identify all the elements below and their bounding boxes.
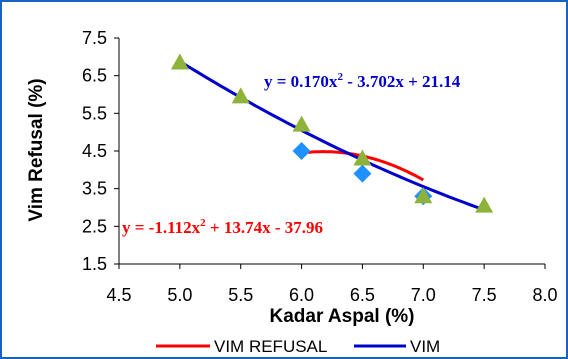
vim-point-marker <box>414 187 433 204</box>
x-tick-label: 7.5 <box>472 285 497 305</box>
y-axis-title: Vim Refusal (%) <box>26 78 47 221</box>
x-tick-label: 7.0 <box>411 285 436 305</box>
vim-refusal-point-marker <box>292 142 311 160</box>
x-tick-label: 4.5 <box>106 285 131 305</box>
y-tick-label: 5.5 <box>82 103 107 123</box>
legend: VIM REFUSAL VIM <box>156 337 440 356</box>
y-tick-label: 2.5 <box>82 216 107 236</box>
vim-equation-exp: 2 <box>337 71 343 83</box>
x-tick-label: 8.0 <box>532 285 557 305</box>
vim-point-marker <box>231 87 250 104</box>
y-tick-label: 6.5 <box>82 66 107 86</box>
data-markers <box>170 53 494 213</box>
vim-refusal-equation: y = -1.112x2 + 13.74x - 37.96 <box>122 217 323 237</box>
y-tick-labels: 1.5 2.5 3.5 4.5 5.5 6.5 7.5 <box>82 28 107 274</box>
vim-equation-part1: y = 0.170x <box>264 72 338 91</box>
x-tick-label: 6.5 <box>350 285 375 305</box>
y-tick-label: 1.5 <box>82 254 107 274</box>
vim-point-marker <box>292 115 311 132</box>
vim-equation: y = 0.170x2 - 3.702x + 21.14 <box>264 71 461 91</box>
vim-refusal-equation-part1: y = -1.112x <box>122 218 201 237</box>
vim-refusal-equation-exp: 2 <box>200 217 206 229</box>
vim-refusal-equation-part2: + 13.74x - 37.96 <box>206 218 323 237</box>
vim-point-marker <box>170 53 189 70</box>
x-tick-label: 6.0 <box>289 285 314 305</box>
x-tick-label: 5.0 <box>167 285 192 305</box>
vim-trendline <box>179 60 485 212</box>
y-tick-label: 3.5 <box>82 179 107 199</box>
vim-point-marker <box>475 196 494 213</box>
axes <box>114 37 546 269</box>
x-tick-labels: 4.5 5.0 5.5 6.0 6.5 7.0 7.5 8.0 <box>106 285 557 305</box>
vim-refusal-point-marker <box>353 164 372 183</box>
x-tick-label: 5.5 <box>228 285 253 305</box>
x-axis-title: Kadar Aspal (%) <box>270 306 415 327</box>
vim-equation-part2: - 3.702x + 21.14 <box>343 72 461 91</box>
legend-label-vim: VIM <box>410 337 440 356</box>
y-tick-label: 7.5 <box>82 28 107 48</box>
legend-label-vim-refusal: VIM REFUSAL <box>214 337 327 356</box>
y-tick-label: 4.5 <box>82 141 107 161</box>
vim-point-marker <box>353 149 372 166</box>
